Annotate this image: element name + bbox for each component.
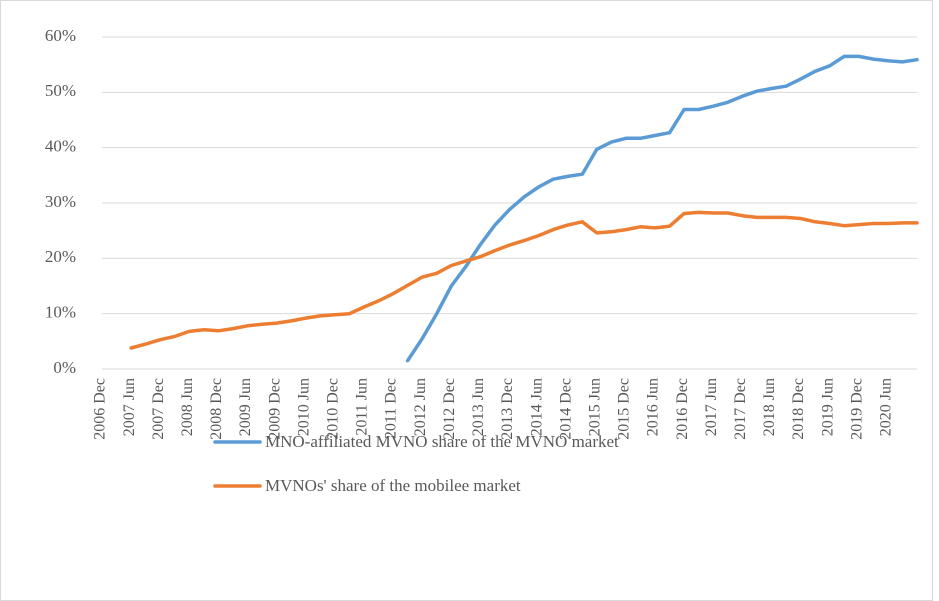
- x-tick-label: 2009 Jun: [237, 378, 254, 436]
- y-tick-label: 0%: [53, 358, 76, 377]
- x-tick-label: 2014 Dec: [557, 378, 574, 440]
- x-tick-label: 2010 Jun: [295, 378, 312, 436]
- y-tick-label: 60%: [45, 26, 76, 45]
- x-tick-label: 2011 Jun: [354, 378, 371, 436]
- x-tick-label: 2012 Dec: [441, 378, 458, 440]
- x-tick-label: 2017 Dec: [732, 378, 749, 440]
- x-tick-label: 2010 Dec: [325, 378, 342, 440]
- x-tick-label: 2017 Jun: [703, 378, 720, 436]
- x-tick-label: 2013 Jun: [470, 378, 487, 436]
- y-tick-label: 30%: [45, 192, 76, 211]
- x-tick-label: 2012 Jun: [412, 378, 429, 436]
- x-tick-label: 2011 Dec: [383, 378, 400, 439]
- x-tick-label: 2006 Dec: [92, 378, 109, 440]
- legend-label: MNO-affiliated MVNO share of the MVNO ma…: [265, 432, 619, 451]
- x-tick-label: 2007 Jun: [121, 378, 138, 436]
- x-tick-label: 2016 Jun: [645, 378, 662, 436]
- x-tick-label: 2013 Dec: [499, 378, 516, 440]
- series-line: [129, 210, 919, 350]
- y-tick-label: 40%: [45, 137, 76, 156]
- x-tick-label: 2014 Jun: [528, 378, 545, 436]
- y-tick-label: 10%: [45, 303, 76, 322]
- x-tick-label: 2018 Dec: [790, 378, 807, 440]
- y-tick-label: 50%: [45, 81, 76, 100]
- x-tick-label: 2015 Jun: [586, 378, 603, 436]
- x-tick-label: 2007 Dec: [150, 378, 167, 440]
- legend-label: MVNOs' share of the mobilee market: [265, 476, 521, 495]
- x-tick-label: 2019 Dec: [848, 378, 865, 440]
- x-tick-label: 2009 Dec: [266, 378, 283, 440]
- x-tick-label: 2016 Dec: [674, 378, 691, 440]
- x-tick-label: 2018 Jun: [761, 378, 778, 436]
- x-tick-label: 2008 Dec: [208, 378, 225, 440]
- x-tick-label: 2020 Jun: [878, 378, 895, 436]
- series-line: [405, 54, 919, 363]
- y-tick-label: 20%: [45, 247, 76, 266]
- x-tick-label: 2019 Jun: [819, 378, 836, 436]
- x-tick-label: 2008 Jun: [179, 378, 196, 436]
- x-tick-label: 2015 Dec: [616, 378, 633, 440]
